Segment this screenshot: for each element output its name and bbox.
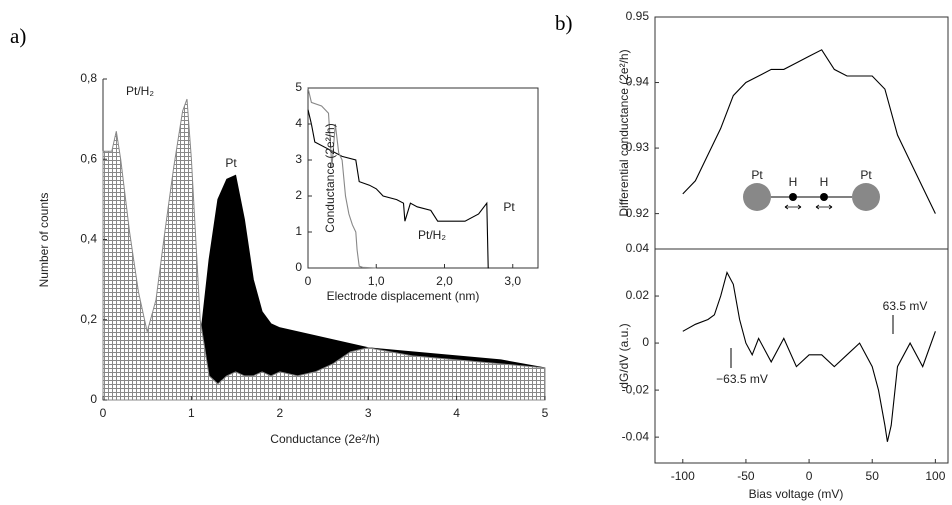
y-tick-label: 0,6 [80,151,97,165]
y-tick-label: -0.04 [622,429,650,443]
panel-label: a) [10,24,26,48]
y-tick-label: 4 [295,116,302,130]
y-tick-label: -0,02 [622,382,650,396]
y-tick-label: 0.94 [626,75,650,89]
y-tick-label: 0.02 [626,288,650,302]
y-tick-label: 0,2 [80,312,97,326]
y-tick-label: 5 [295,80,302,94]
x-tick-label: -100 [671,469,695,483]
y-tick-label: 0.93 [626,140,650,154]
y-tick-label: 2 [295,188,302,202]
annotation: H [789,175,798,189]
x-axis-label: Electrode displacement (nm) [327,289,480,303]
x-axis-label: Bias voltage (mV) [749,487,844,501]
y-tick-label: 0.04 [626,241,650,255]
y-tick-label: 0 [295,260,302,274]
x-tick-label: 0 [305,274,312,288]
y-tick-label: 0.95 [626,9,650,23]
series-label: Pt/H₂ [418,228,446,242]
y-tick-label: 0.92 [626,206,650,220]
line [307,109,489,269]
x-tick-label: 5 [542,406,549,420]
annotation: −63.5 mV [716,372,768,386]
plot-frame [654,16,949,250]
series-label: Pt [503,200,515,214]
panel-label: b) [555,11,573,35]
y-tick-label: 0,8 [80,71,97,85]
y-axis-label: Differential conductance (2e²/h) [617,49,631,216]
x-tick-label: 2 [276,406,283,420]
x-tick-label: 0 [806,469,813,483]
plot-frame [307,87,539,269]
x-tick-label: 2,0 [436,274,453,288]
y-axis-label: Conductance (2e²/h) [323,123,337,232]
x-tick-label: 100 [925,469,945,483]
line [682,49,936,214]
atom [743,183,771,211]
annotation: Pt [860,168,872,182]
y-tick-label: 1 [295,224,302,238]
series-label: Pt/H₂ [126,84,154,98]
line [682,271,936,442]
atom [789,193,797,201]
x-tick-label: -50 [737,469,755,483]
series-label: Pt [225,156,237,170]
y-axis-label: dG/dV (a.u.) [617,323,631,388]
x-tick-label: 50 [866,469,880,483]
area [102,98,546,401]
y-axis-label: Number of counts [37,193,51,288]
plot-frame [654,248,949,464]
y-tick-label: 3 [295,152,302,166]
annotation: H [820,175,829,189]
vibration-arrow [784,204,802,210]
x-tick-label: 1,0 [368,274,385,288]
x-tick-label: 4 [453,406,460,420]
x-tick-label: 0 [100,406,107,420]
y-tick-label: 0,4 [80,232,97,246]
atom [852,183,880,211]
y-tick-label: 0 [90,392,97,406]
x-tick-label: 3,0 [504,274,521,288]
vibration-arrow [815,204,833,210]
x-axis-label: Conductance (2e²/h) [270,432,379,446]
line [307,87,377,269]
x-tick-label: 3 [365,406,372,420]
annotation: Pt [751,168,763,182]
x-tick-label: 1 [188,406,195,420]
y-tick-label: 0 [642,335,649,349]
atom [820,193,828,201]
annotation: 63.5 mV [883,299,928,313]
